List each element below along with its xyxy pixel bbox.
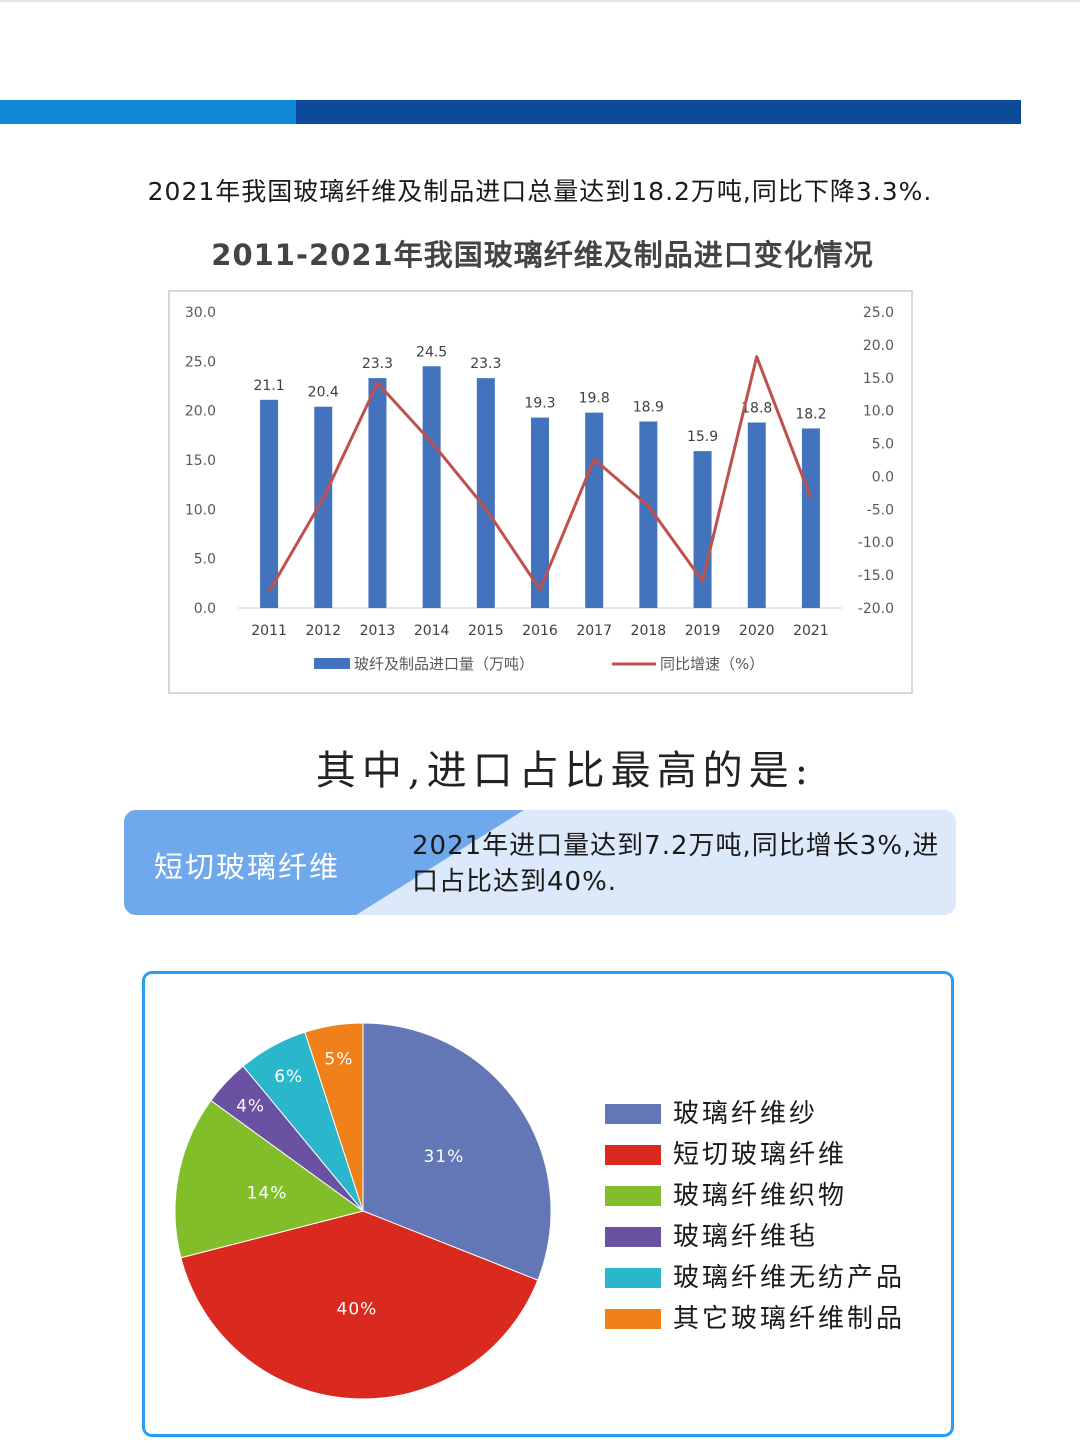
- bar: [531, 417, 549, 608]
- pie-data-label: 5%: [324, 1050, 353, 1070]
- pie-slice: [362, 1022, 552, 1281]
- header-band-right: [296, 100, 1021, 124]
- bar-line-chart-svg: 0.0 5.0 10.0 15.0 20.0 25.0 30.0 -20.0 -15.0 -10.…: [185, 305, 894, 673]
- y-right-tick: 20.0: [863, 338, 894, 354]
- legend-label: 玻璃纤维毡: [673, 1222, 819, 1252]
- y-left-tick: 20.0: [185, 404, 216, 420]
- pie-data-label: 4%: [236, 1097, 265, 1117]
- y-left-tick: 15.0: [185, 453, 216, 469]
- bar-data-label: 15.9: [687, 429, 718, 445]
- y-right-tick: -5.0: [867, 502, 894, 518]
- legend-swatch: [605, 1268, 661, 1288]
- pie-slice: [180, 1210, 539, 1400]
- bar: [585, 412, 604, 608]
- y-left-tick: 5.0: [194, 552, 216, 568]
- y-left-tick: 10.0: [185, 502, 216, 518]
- legend-label: 玻璃纤维纱: [673, 1099, 819, 1129]
- legend-swatch: [605, 1145, 661, 1165]
- y-right-tick: -20.0: [858, 601, 894, 617]
- highlight-card: 短切玻璃纤维 2021年进口量达到7.2万吨,同比增长3%,进口占比达到40%.: [124, 810, 956, 915]
- bar: [476, 378, 495, 608]
- bar-data-label: 21.1: [254, 378, 285, 394]
- x-tick-label: 2017: [576, 623, 612, 639]
- bar-data-label: 18.2: [795, 406, 826, 422]
- bar: [801, 428, 820, 608]
- bar: [260, 399, 279, 608]
- y-left-tick: 0.0: [194, 601, 216, 617]
- bar-line-chart: 0.0 5.0 10.0 15.0 20.0 25.0 30.0 -20.0 -15.0 -10.…: [168, 290, 913, 694]
- pie-slice: [304, 1022, 364, 1212]
- intro-text: 2021年我国玻璃纤维及制品进口总量达到18.2万吨,同比下降3.3%.: [147, 177, 933, 206]
- x-tick-label: 2013: [360, 623, 396, 639]
- pie-chart-svg: 31% 40% 14% 4% 6% 5%: [174, 1022, 552, 1400]
- bar-data-label: 20.4: [308, 385, 339, 401]
- y-right-tick: 0.0: [872, 469, 894, 485]
- legend-swatch: [605, 1104, 661, 1124]
- y-right-tick: -15.0: [858, 568, 894, 584]
- y-left-tick: 30.0: [185, 305, 216, 321]
- bar: [639, 421, 658, 608]
- legend-label: 玻璃纤维无纺产品: [673, 1263, 906, 1293]
- legend-swatch: [605, 1227, 661, 1247]
- x-tick-label: 2016: [522, 623, 558, 639]
- bar: [747, 422, 766, 608]
- y-right-tick: 10.0: [863, 404, 894, 420]
- bar: [693, 451, 712, 608]
- legend-bar-swatch: [314, 658, 350, 669]
- top-rule: [0, 0, 1080, 2]
- x-tick-label: 2012: [305, 623, 341, 639]
- pie-data-label: 6%: [274, 1067, 303, 1087]
- legend-label: 短切玻璃纤维: [673, 1140, 848, 1170]
- pie-data-label: 31%: [424, 1147, 465, 1167]
- bar-data-label: 24.5: [416, 344, 447, 360]
- bar-data-label: 23.3: [362, 356, 393, 372]
- header-band-left: [0, 100, 296, 124]
- y-right-tick: 25.0: [863, 305, 894, 321]
- bar: [368, 378, 387, 608]
- x-tick-label: 2015: [468, 623, 504, 639]
- bar-data-label: 18.8: [741, 401, 772, 417]
- growth-rate-line: [267, 355, 813, 593]
- x-tick-label: 2011: [251, 623, 287, 639]
- bar: [422, 366, 441, 608]
- legend-line-label: 同比增速（%）: [660, 655, 764, 673]
- bar-data-label: 18.9: [633, 400, 664, 416]
- pie-data-label: 14%: [247, 1184, 288, 1204]
- x-tick-label: 2021: [793, 623, 829, 639]
- bar: [314, 406, 333, 608]
- x-tick-label: 2020: [739, 623, 775, 639]
- x-tick-label: 2014: [414, 623, 450, 639]
- bar-data-label: 19.3: [524, 396, 555, 412]
- x-tick-label: 2018: [631, 623, 667, 639]
- y-left-tick: 25.0: [185, 354, 216, 370]
- pie-chart-panel: 31% 40% 14% 4% 6% 5% 玻璃纤维纱短切玻璃纤维 玻璃纤维织物 玻璃纤维毡玻璃…: [142, 971, 954, 1437]
- y-right-tick: 15.0: [863, 371, 894, 387]
- legend-swatch: [605, 1186, 661, 1206]
- x-tick-label: 2019: [685, 623, 721, 639]
- chart-title: 2011-2021年我国玻璃纤维及制品进口变化情况: [211, 238, 874, 272]
- highlight-text: 2021年进口量达到7.2万吨,同比增长3%,进口占比达到40%.: [412, 831, 940, 897]
- pie-slice: [174, 1099, 365, 1259]
- sub-heading: 其中,进口占比最高的是:: [315, 748, 815, 794]
- y-right-tick: 5.0: [872, 437, 894, 453]
- legend-label: 其它玻璃纤维制品: [673, 1304, 906, 1334]
- bar-data-label: 23.3: [470, 356, 501, 372]
- highlight-tag-label: 短切玻璃纤维: [154, 850, 341, 884]
- legend-swatch: [605, 1309, 661, 1329]
- y-right-tick: -10.0: [858, 535, 894, 551]
- bar-data-label: 19.8: [579, 391, 610, 407]
- legend-bar-label: 玻纤及制品进口量（万吨）: [354, 655, 534, 673]
- pie-data-label: 40%: [337, 1300, 378, 1320]
- legend-label: 玻璃纤维织物: [673, 1181, 848, 1211]
